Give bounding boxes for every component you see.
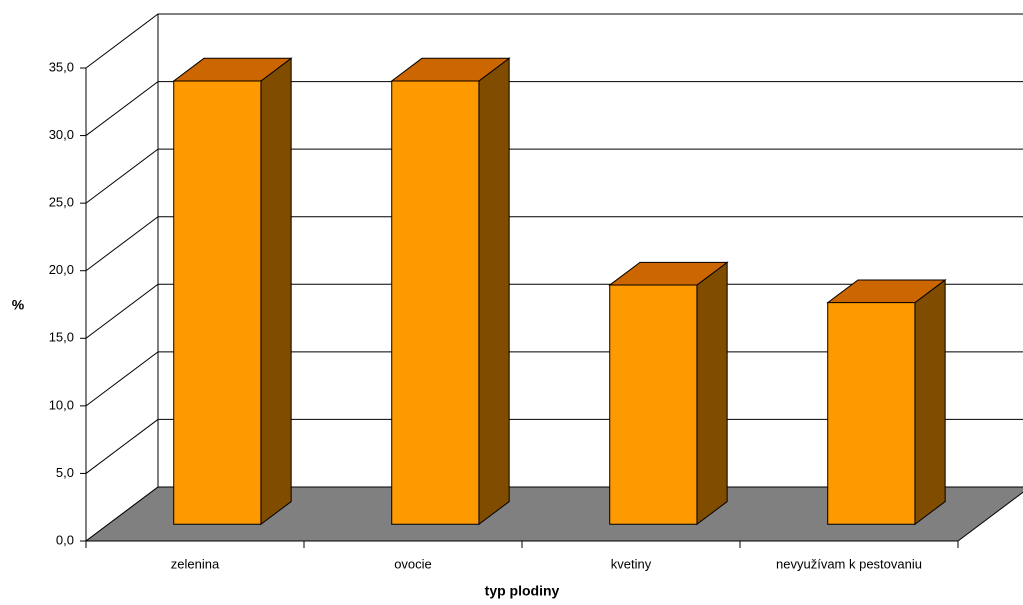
- y-tick-label: 5,0: [56, 465, 74, 480]
- x-tick-label: nevyužívam k pestovaniu: [776, 556, 922, 571]
- x-tick-label: ovocie: [394, 556, 432, 571]
- x-tick-label: kvetiny: [611, 556, 652, 571]
- bar: [609, 284, 698, 525]
- y-tick-label: 25,0: [49, 195, 74, 210]
- bar-side: [696, 261, 728, 526]
- bar: [827, 302, 916, 525]
- x-tick-label: zelenina: [171, 556, 220, 571]
- grid-line: [85, 216, 1023, 272]
- bar-side: [914, 278, 946, 526]
- grid-line: [85, 418, 1023, 474]
- grid-line: [85, 351, 1023, 407]
- grid-line: [85, 148, 1023, 204]
- bar-side: [478, 57, 510, 526]
- grid-line: [85, 283, 1023, 339]
- grid-line: [85, 81, 1023, 136]
- x-axis-title: typ plodiny: [485, 583, 560, 599]
- y-tick-label: 30,0: [49, 127, 74, 142]
- y-tick-label: 35,0: [49, 59, 74, 74]
- y-tick-label: 0,0: [56, 532, 74, 547]
- y-axis-title: %: [12, 297, 25, 313]
- grid-line: [85, 13, 1023, 69]
- y-tick-label: 10,0: [49, 397, 74, 412]
- bar: [391, 80, 480, 525]
- bar: [173, 80, 262, 525]
- bar-side: [260, 57, 292, 526]
- y-tick-label: 20,0: [49, 262, 74, 277]
- y-tick-label: 15,0: [49, 330, 74, 345]
